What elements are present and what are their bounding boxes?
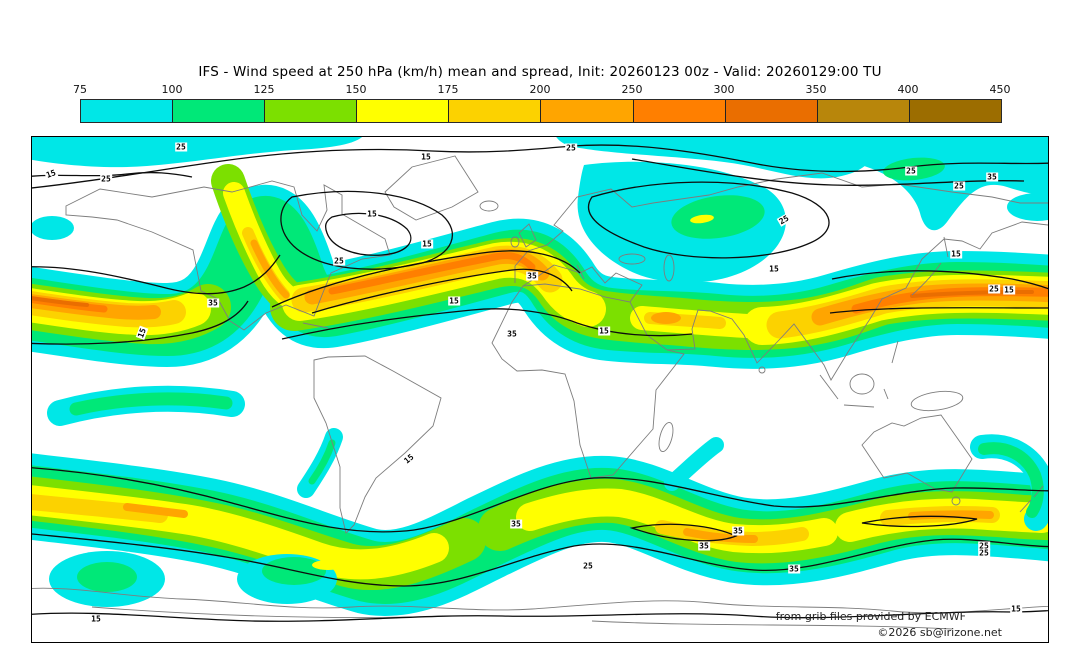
contour-label: 15 — [448, 296, 460, 306]
contour-label: 15 — [1003, 285, 1015, 295]
colorbar-segment — [449, 100, 542, 122]
colorbar-bar — [80, 99, 1002, 123]
contour-label: 15 — [768, 264, 780, 274]
colorbar-tick: 350 — [805, 83, 827, 96]
colorbar-tick: 450 — [989, 83, 1011, 96]
colorbar-tick: 400 — [897, 83, 919, 96]
colorbar-tick: 175 — [437, 83, 459, 96]
colorbar-segment — [173, 100, 266, 122]
contour-label: 25 — [175, 142, 187, 152]
colorbar: 75 100 125 150 175 200 250 300 350 400 450 — [73, 83, 1011, 124]
colorbar-segment — [357, 100, 450, 122]
colorbar-segment — [817, 100, 910, 122]
map-canvas — [32, 137, 1048, 630]
coastlines — [32, 155, 1048, 630]
contour-label: 15 — [1010, 604, 1022, 614]
contour-label: 35 — [788, 564, 800, 574]
south-jet-band — [32, 453, 1048, 616]
colorbar-tick-row: 75 100 125 150 175 200 250 300 350 400 450 — [73, 83, 1011, 98]
north-jet-band — [32, 164, 1048, 369]
contour-label: 35 — [510, 519, 522, 529]
colorbar-tick: 200 — [529, 83, 551, 96]
colorbar-tick: 125 — [253, 83, 275, 96]
contour-label: 25 — [582, 561, 594, 571]
contour-label: 25 — [333, 256, 345, 266]
chart-title: IFS - Wind speed at 250 hPa (km/h) mean … — [198, 64, 882, 80]
contour-label: 25 — [978, 548, 990, 558]
contour-label: 15 — [598, 326, 610, 336]
colorbar-segment — [265, 100, 358, 122]
contour-label: 35 — [207, 298, 219, 308]
contour-label: 25 — [905, 166, 917, 176]
contour-label: 25 — [565, 143, 577, 153]
arctic-patches — [32, 137, 1048, 283]
attribution-copyright: ©2026 sb@irizone.net — [877, 626, 1002, 639]
contour-label: 35 — [506, 329, 518, 339]
contour-label: 15 — [90, 614, 102, 624]
colorbar-segment — [909, 100, 1001, 122]
world-map: 25 25 15 25 35 25 15 25 15 25 15 15 25 15 35 25 15 15 35 15… — [31, 136, 1049, 643]
contour-label: 15 — [421, 239, 433, 249]
colorbar-tick: 250 — [621, 83, 643, 96]
colorbar-tick: 100 — [161, 83, 183, 96]
contour-label: 35 — [698, 541, 710, 551]
colorbar-tick: 300 — [713, 83, 735, 96]
contour-label: 25 — [953, 181, 965, 191]
contour-label: 15 — [420, 152, 432, 162]
colorbar-segment — [633, 100, 726, 122]
attribution-source: from grib files provided by ECMWF — [775, 610, 966, 623]
contour-label: 25 — [988, 284, 1000, 294]
colorbar-segment — [725, 100, 818, 122]
colorbar-segment — [541, 100, 634, 122]
contour-label: 25 — [100, 174, 112, 184]
contour-label: 35 — [526, 271, 538, 281]
colorbar-segment — [81, 100, 174, 122]
contour-label: 35 — [986, 172, 998, 182]
contour-label: 15 — [950, 249, 962, 259]
contour-label: 35 — [732, 526, 744, 536]
contour-label: 25 — [978, 541, 990, 551]
contour-label: 15 — [366, 209, 378, 219]
colorbar-tick: 75 — [73, 83, 87, 96]
colorbar-tick: 150 — [345, 83, 367, 96]
